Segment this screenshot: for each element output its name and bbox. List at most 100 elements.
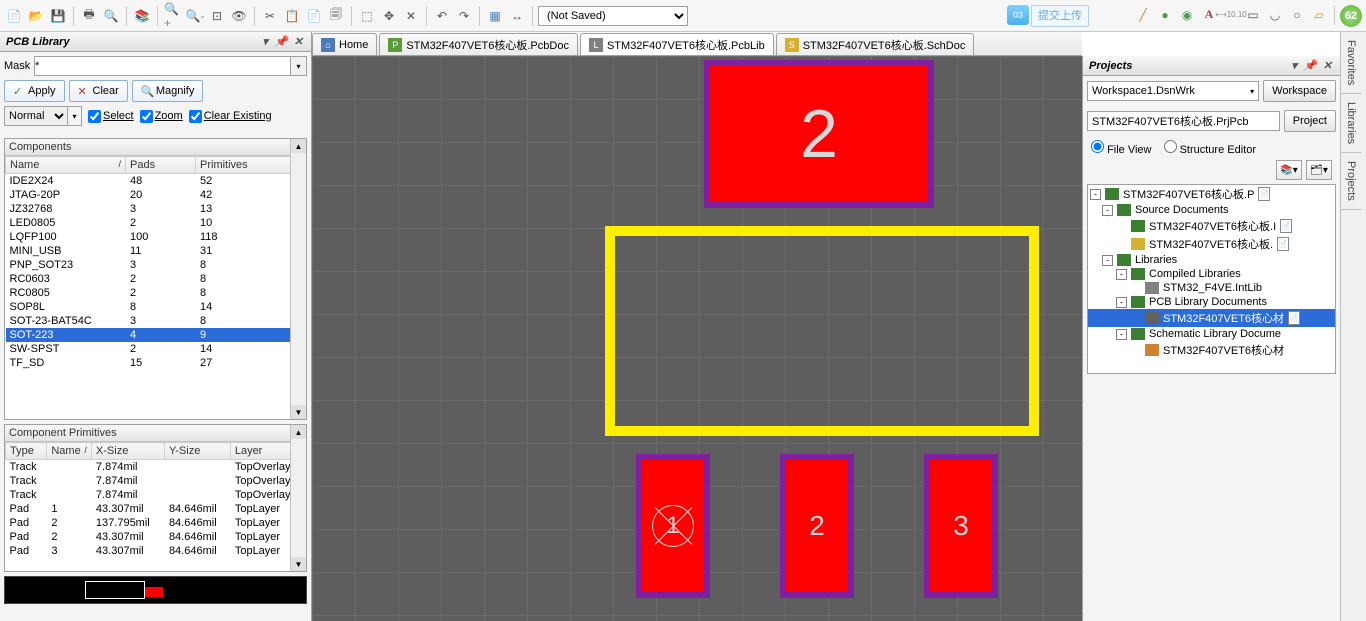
col-pads[interactable]: Pads bbox=[126, 157, 196, 174]
tree-toggle-icon[interactable]: - bbox=[1116, 329, 1127, 340]
table-row[interactable]: Track7.874milTopOverlay bbox=[6, 460, 306, 475]
pad-icon[interactable]: ● bbox=[1155, 5, 1175, 25]
badge-icon[interactable]: 03 bbox=[1007, 5, 1029, 25]
col-name[interactable]: Name/ bbox=[6, 157, 126, 174]
saved-combo[interactable]: (Not Saved) bbox=[538, 6, 688, 26]
magnify-button[interactable]: 🔍Magnify bbox=[132, 80, 204, 102]
expand-icon[interactable]: 📚▾ bbox=[1276, 160, 1302, 180]
col-pname[interactable]: Name/ bbox=[47, 443, 92, 460]
dropdown-icon[interactable]: ▾ bbox=[1290, 59, 1300, 72]
table-row[interactable]: JTAG-20P2042 bbox=[6, 188, 306, 202]
vtab-favorites[interactable]: Favorites bbox=[1341, 32, 1361, 94]
normal-select[interactable]: Normal bbox=[4, 106, 68, 126]
pcb-canvas[interactable]: 2123 bbox=[312, 56, 1082, 621]
table-row[interactable]: MINI_USB1131 bbox=[6, 244, 306, 258]
save-icon[interactable]: 💾 bbox=[48, 6, 68, 26]
arc-icon[interactable]: ◡ bbox=[1265, 5, 1285, 25]
line-icon[interactable]: ╱ bbox=[1133, 5, 1153, 25]
tree-item[interactable]: STM32_F4VE.IntLib bbox=[1088, 281, 1335, 295]
redo-icon[interactable]: ↷ bbox=[454, 6, 474, 26]
poly-icon[interactable]: ▱ bbox=[1309, 5, 1329, 25]
tree-item[interactable]: STM32F407VET6核心材📄 bbox=[1088, 309, 1335, 327]
footprint-pad[interactable]: 2 bbox=[704, 60, 934, 208]
table-row[interactable]: Pad243.307mil84.646milTopLayer bbox=[6, 530, 306, 544]
scroll-up-icon[interactable]: ▲ bbox=[291, 139, 306, 153]
vtab-libraries[interactable]: Libraries bbox=[1341, 94, 1361, 153]
dropdown-icon[interactable]: ▾ bbox=[261, 35, 271, 48]
paste-icon[interactable]: 📄 bbox=[304, 6, 324, 26]
ruler-icon[interactable]: ↔ bbox=[507, 6, 527, 26]
tree-item[interactable]: -Compiled Libraries bbox=[1088, 267, 1335, 281]
circle-icon[interactable]: ○ bbox=[1287, 5, 1307, 25]
table-row[interactable]: SOP8L814 bbox=[6, 300, 306, 314]
duplicate-icon[interactable]: 🗐 bbox=[326, 6, 346, 26]
tree-item[interactable]: -PCB Library Documents bbox=[1088, 295, 1335, 309]
zoom-checkbox[interactable]: Zoom bbox=[140, 110, 183, 123]
table-row[interactable]: IDE2X244852 bbox=[6, 174, 306, 189]
tree-item[interactable]: -Schematic Library Docume bbox=[1088, 327, 1335, 341]
zoom-in-icon[interactable]: 🔍+ bbox=[163, 6, 183, 26]
clear-button[interactable]: ✕Clear bbox=[69, 80, 128, 102]
pin-icon[interactable]: 📌 bbox=[1301, 59, 1319, 72]
apply-button[interactable]: ✓Apply bbox=[4, 80, 65, 102]
scroll-down-icon[interactable]: ▼ bbox=[291, 557, 306, 571]
tree-toggle-icon[interactable]: - bbox=[1102, 255, 1113, 266]
col-primitives[interactable]: Primitives bbox=[196, 157, 306, 174]
table-row[interactable]: PNP_SOT2338 bbox=[6, 258, 306, 272]
print-icon[interactable]: 🖶 bbox=[79, 6, 99, 26]
new-icon[interactable]: 📄 bbox=[4, 6, 24, 26]
tab-schdoc[interactable]: SSTM32F407VET6核心板.SchDoc bbox=[776, 33, 975, 55]
tab-pcbdoc[interactable]: PSTM32F407VET6核心板.PcbDoc bbox=[379, 33, 578, 55]
copy-icon[interactable]: 📋 bbox=[282, 6, 302, 26]
eye-icon[interactable]: 👁 bbox=[229, 6, 249, 26]
pin-icon[interactable]: 📌 bbox=[272, 35, 290, 48]
tab-pcblib[interactable]: LSTM32F407VET6核心板.PcbLib bbox=[580, 33, 774, 55]
workspace-button[interactable]: Workspace bbox=[1263, 80, 1336, 102]
table-row[interactable]: TF_SD1527 bbox=[6, 356, 306, 370]
undo-icon[interactable]: ↶ bbox=[432, 6, 452, 26]
scroll-down-icon[interactable]: ▼ bbox=[291, 405, 306, 419]
table-row[interactable]: Track7.874milTopOverlay bbox=[6, 474, 306, 488]
close-icon[interactable]: ✕ bbox=[292, 35, 305, 48]
tree-item[interactable]: STM32F407VET6核心板.I📄 bbox=[1088, 217, 1335, 235]
table-row[interactable]: Pad143.307mil84.646milTopLayer bbox=[6, 502, 306, 516]
close-icon[interactable]: ✕ bbox=[1321, 59, 1334, 72]
table-row[interactable]: JZ32768313 bbox=[6, 202, 306, 216]
col-ysize[interactable]: Y-Size bbox=[164, 443, 230, 460]
structure-editor-radio[interactable]: Structure Editor bbox=[1164, 140, 1256, 156]
tab-home[interactable]: ⌂Home bbox=[312, 33, 377, 55]
table-row[interactable]: SW-SPST214 bbox=[6, 342, 306, 356]
select-checkbox[interactable]: Select bbox=[88, 110, 134, 123]
options-icon[interactable]: 🗂▾ bbox=[1306, 160, 1332, 180]
zoom-out-icon[interactable]: 🔍- bbox=[185, 6, 205, 26]
tree-toggle-icon[interactable]: - bbox=[1102, 205, 1113, 216]
tree-toggle-icon[interactable]: - bbox=[1116, 269, 1127, 280]
rect-icon[interactable]: ▭ bbox=[1243, 5, 1263, 25]
file-view-radio[interactable]: File View bbox=[1091, 140, 1152, 156]
tree-item[interactable]: -STM32F407VET6核心板.P📄 bbox=[1088, 185, 1335, 203]
table-row[interactable]: Pad2137.795mil84.646milTopLayer bbox=[6, 516, 306, 530]
cut-icon[interactable]: ✂ bbox=[260, 6, 280, 26]
footprint-pad[interactable]: 1 bbox=[636, 454, 710, 598]
normal-dd-icon[interactable]: ▾ bbox=[68, 106, 82, 126]
via-icon[interactable]: ◉ bbox=[1177, 5, 1197, 25]
project-combo[interactable]: STM32F407VET6核心板.PrjPcb bbox=[1087, 111, 1280, 131]
tree-item[interactable]: STM32F407VET6核心材 bbox=[1088, 341, 1335, 359]
footprint-pad[interactable]: 3 bbox=[924, 454, 998, 598]
vtab-projects[interactable]: Projects bbox=[1341, 153, 1361, 210]
dim-icon[interactable]: ⟷10.10 bbox=[1221, 5, 1241, 25]
footprint-pad[interactable]: 2 bbox=[780, 454, 854, 598]
upload-label[interactable]: 提交上传 bbox=[1031, 5, 1089, 27]
book-icon[interactable]: 📚 bbox=[132, 6, 152, 26]
open-icon[interactable]: 📂 bbox=[26, 6, 46, 26]
mask-input[interactable] bbox=[34, 56, 291, 76]
tree-item[interactable]: -Libraries bbox=[1088, 253, 1335, 267]
fit-icon[interactable]: ⊡ bbox=[207, 6, 227, 26]
grid-icon[interactable]: ▦ bbox=[485, 6, 505, 26]
project-button[interactable]: Project bbox=[1284, 110, 1336, 132]
tree-item[interactable]: STM32F407VET6核心板.📄 bbox=[1088, 235, 1335, 253]
table-row[interactable]: LQFP100100118 bbox=[6, 230, 306, 244]
tree-item[interactable]: -Source Documents bbox=[1088, 203, 1335, 217]
tree-toggle-icon[interactable]: - bbox=[1090, 189, 1101, 200]
mask-dropdown-icon[interactable]: ▾ bbox=[291, 56, 307, 76]
